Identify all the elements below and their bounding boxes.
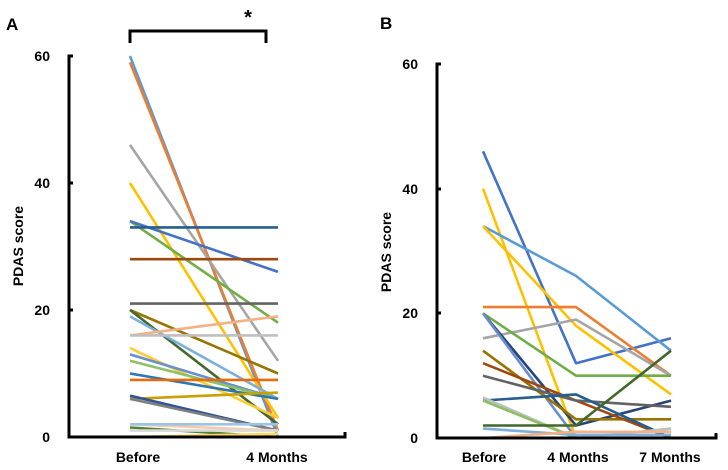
panel-b-series-line-16 [483,349,672,427]
panel-b-series-line-10 [482,349,671,421]
panel-b-xtick-label-7-months: 7 Months [639,449,701,465]
panel-b-series [481,150,672,440]
panel-a-ylabel: PDAS score [10,206,26,286]
panel-b-series-line-3 [482,224,672,352]
panel-a-series-line-13 [129,315,279,337]
panel-a-xtick-label-before: Before [116,449,161,465]
panel-a-ytick-label-20: 20 [34,302,50,318]
panel-a-series-line-20 [129,391,279,401]
panel-b-series-line-6 [482,318,672,377]
panel-b-ytick-label-20: 20 [402,305,418,321]
panel-b-ytick-label-60: 60 [402,56,418,72]
panel-a-ytick-label-40: 40 [34,175,50,191]
panel-a-series-line-15 [129,346,279,420]
panel-b-series-line-13 [482,393,672,440]
panel-a-series-line-6 [129,219,279,274]
panel-a-series-line-12 [129,315,279,401]
panel-label-a: A [6,15,18,34]
panel-b-ytick-label-40: 40 [402,181,418,197]
panel-a-series-line-5 [129,220,279,324]
panel-a-xtick-label-4-months: 4 Months [246,449,308,465]
panel-b-series-line-1 [481,150,672,365]
panel-b-xtick-label-before: Before [462,449,507,465]
panel-label-b: B [380,14,392,33]
panel-b-series-line-5 [483,305,672,377]
panel-a-ytick-label-60: 60 [34,48,50,64]
panel-b-series-line-12 [482,374,672,409]
panel-b-xtick-label-4-months: 4 Months [547,449,609,465]
panel-b-ylabel: PDAS score [378,212,394,292]
panel-a-ytick-label-0: 0 [42,429,50,445]
panel-a-axes [67,54,347,439]
panel-b: B 0 20 40 60 PDAS score Before 4 Months … [378,14,718,465]
panel-b-series-line-17 [482,427,671,437]
panel-a-series [128,55,280,439]
panel-a-series-line-10 [129,308,279,375]
significance-bracket [128,29,268,43]
panel-b-ytick-label-0: 0 [410,430,418,446]
significance-asterisk: * [244,7,252,29]
panel-a-series-line-3 [128,144,280,362]
panel-a: A 0 20 40 60 PDAS score Before 4 Months … [6,7,347,465]
panel-b-series-line-18 [482,430,671,440]
panel-b-series-line-4 [482,225,672,396]
panel-b-axes [435,62,718,440]
